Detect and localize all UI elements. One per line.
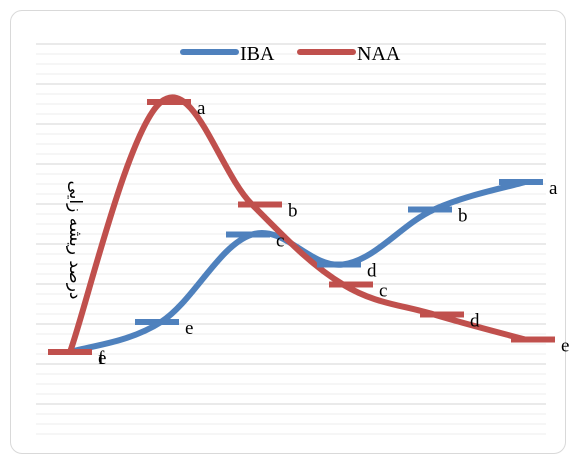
point-markers [48,99,555,355]
point-label-naa-1: e [98,348,106,369]
point-label-naa-3: b [288,201,298,222]
legend-label-naa: NAA [357,43,401,65]
legend: IBA NAA [180,43,401,65]
point-label-naa-2: a [197,98,206,119]
point-label-iba-4: d [367,261,377,282]
y-axis-label: درصد ریشه زایی [65,181,85,300]
series-line-iba [67,179,528,355]
legend-label-iba: IBA [240,43,275,65]
point-label-naa-5: d [470,311,480,332]
point-label-naa-4: c [379,281,387,302]
point-label-iba-2: e [185,318,193,339]
point-label-iba-6: a [549,178,558,199]
gridlines [36,43,546,435]
point-label-iba-1: f [98,348,105,369]
point-label-iba-5: b [458,206,468,227]
point-label-naa-6: e [561,336,569,357]
point-label-iba-3: c [276,231,284,252]
